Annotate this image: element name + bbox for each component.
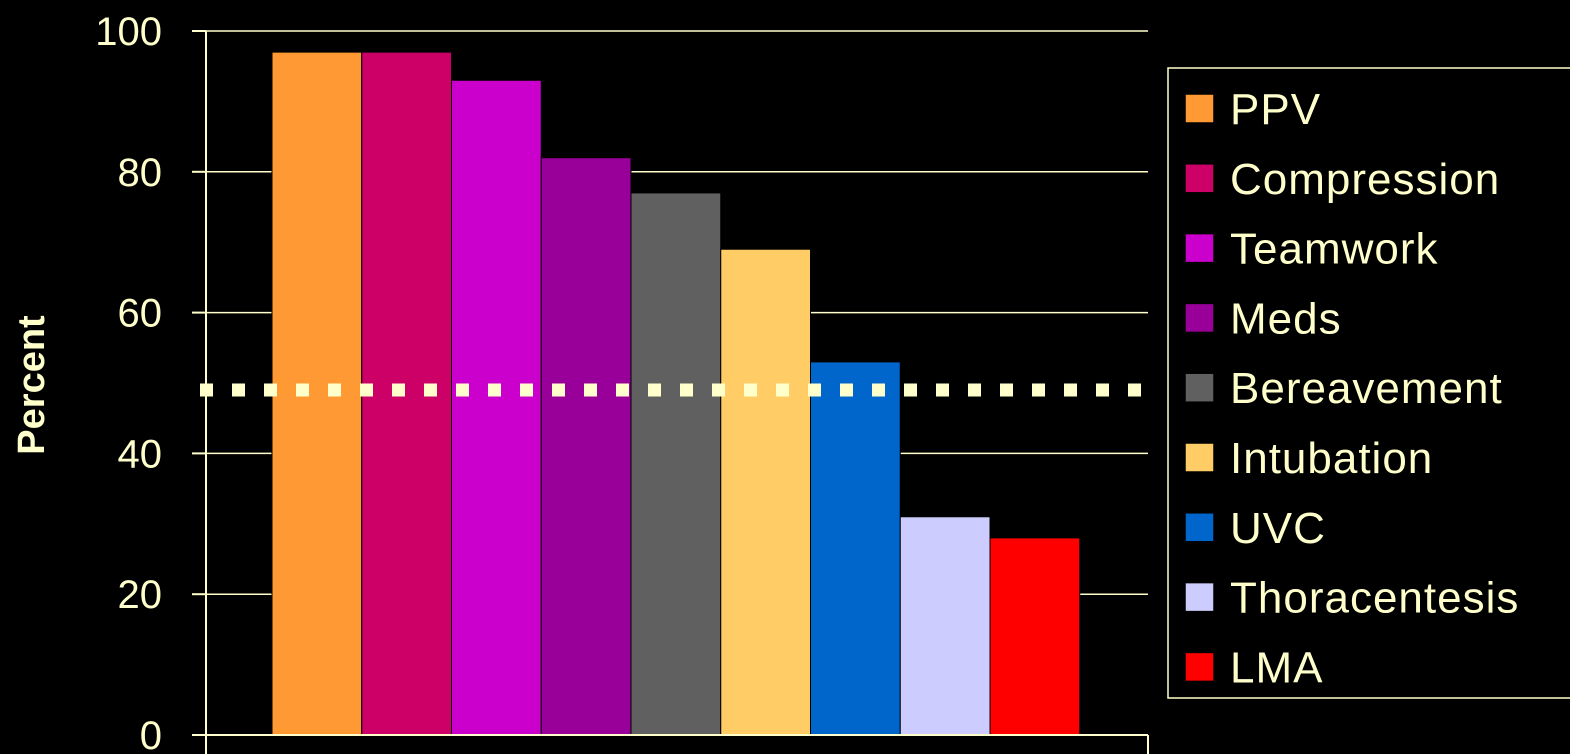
legend-label: Teamwork: [1230, 225, 1439, 274]
legend-swatch: [1184, 512, 1215, 543]
y-tick-label: 100: [95, 10, 162, 54]
legend-label: Compression: [1230, 155, 1500, 204]
legend-swatch: [1184, 442, 1215, 473]
legend-swatch: [1184, 372, 1215, 403]
bar-teamwork: [451, 79, 542, 736]
y-tick-labels: 0 20 40 60 80 100: [95, 10, 162, 754]
y-tick-label: 40: [118, 432, 163, 476]
legend-label: LMA: [1230, 643, 1323, 692]
legend-swatch: [1184, 581, 1215, 613]
bar-thoracentesis: [899, 516, 991, 736]
legend-swatch: [1184, 651, 1215, 683]
legend-label: UVC: [1230, 504, 1326, 553]
legend-swatch: [1184, 163, 1215, 194]
legend-label: PPV: [1230, 85, 1321, 134]
y-tick-label: 0: [140, 714, 162, 754]
legend-label: Thoracentesis: [1230, 574, 1519, 623]
bar-ppv: [271, 51, 363, 736]
axes: [192, 30, 1149, 754]
legend-label: Meds: [1230, 294, 1342, 343]
y-tick-label: 60: [118, 292, 163, 336]
y-axis-label: Percent: [11, 315, 53, 455]
bar-intubation: [720, 248, 811, 736]
legend-box: [1167, 67, 1570, 699]
legend-label: Bereavement: [1230, 364, 1503, 413]
legend: PPV Compression Teamwork Meds Bereavement Int…: [1167, 67, 1570, 699]
y-tick-label: 80: [118, 151, 163, 195]
legend-swatch: [1184, 302, 1215, 334]
bar-meds: [540, 157, 632, 736]
legend-label: Intubation: [1230, 434, 1433, 483]
legend-swatch: [1184, 232, 1215, 264]
bar-compression: [361, 51, 452, 736]
legend-swatch: [1184, 93, 1215, 124]
bars: [271, 51, 1081, 736]
bar-lma: [989, 537, 1081, 736]
bar-bereavement: [630, 192, 722, 736]
bar-uvc: [810, 361, 901, 736]
y-tick-label: 20: [118, 573, 163, 617]
